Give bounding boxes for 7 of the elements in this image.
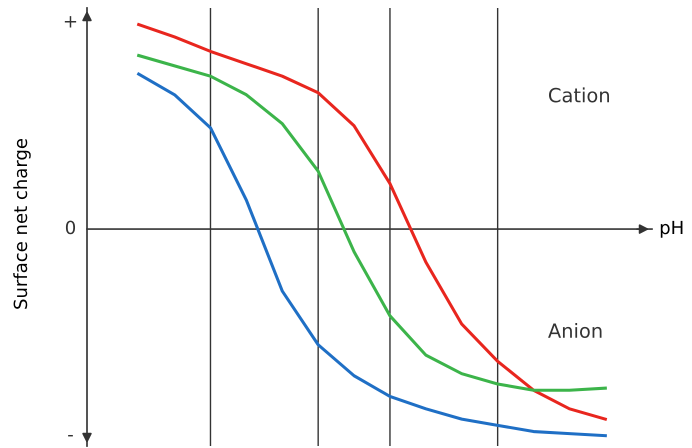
text: + [64,16,76,28]
annotation: Cation [548,87,609,102]
text: - [68,434,73,436]
x-axis-title: pH [660,220,682,238]
annotation: Anion [548,322,602,338]
y-axis-title: Surface net charge [13,138,31,309]
text: 0 [66,220,76,234]
